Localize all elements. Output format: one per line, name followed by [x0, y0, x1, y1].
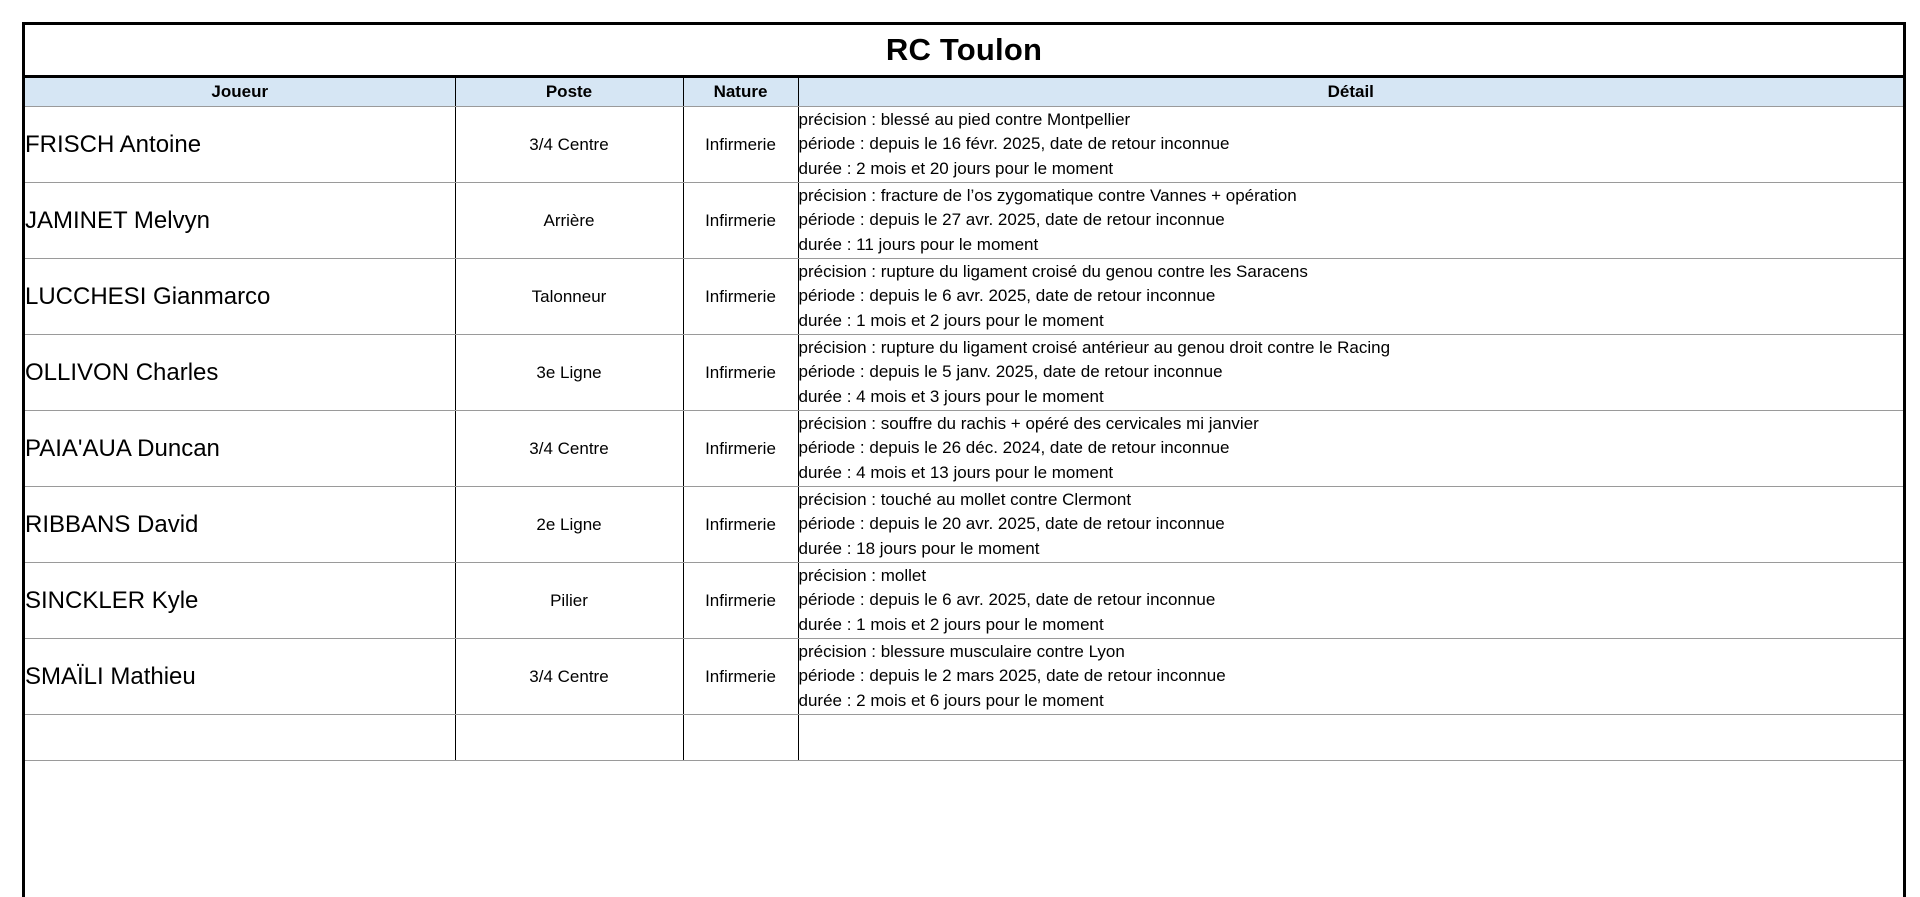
cell-joueur: OLLIVON Charles: [25, 334, 456, 411]
cell-detail: précision : fracture de l’os zygomatique…: [798, 182, 1903, 259]
cell-nature: [683, 714, 799, 761]
injury-table: RC Toulon Joueur Poste Nature Détail FRI…: [25, 25, 1903, 761]
table-row[interactable]: RIBBANS David 2e Ligne Infirmerie précis…: [25, 486, 1903, 563]
cell-joueur: SMAÏLI Mathieu: [25, 638, 456, 715]
detail-duree: durée : 1 mois et 2 jours pour le moment: [798, 614, 1104, 634]
column-header-poste[interactable]: Poste: [455, 76, 684, 107]
column-header-nature[interactable]: Nature: [683, 76, 799, 107]
cell-joueur: SINCKLER Kyle: [25, 562, 456, 639]
detail-periode: période : depuis le 26 déc. 2024, date d…: [798, 438, 1230, 458]
cell-nature: Infirmerie: [683, 410, 799, 487]
detail-periode: période : depuis le 5 janv. 2025, date d…: [798, 362, 1223, 382]
page-title: RC Toulon: [25, 25, 1903, 78]
cell-joueur: RIBBANS David: [25, 486, 456, 563]
cell-poste: 3/4 Centre: [455, 106, 684, 183]
cell-joueur: JAMINET Melvyn: [25, 182, 456, 259]
injury-table-body: RC Toulon Joueur Poste Nature Détail FRI…: [25, 25, 1903, 761]
cell-detail: précision : souffre du rachis + opéré de…: [798, 410, 1903, 487]
injury-table-frame: RC Toulon Joueur Poste Nature Détail FRI…: [22, 22, 1906, 897]
table-row[interactable]: FRISCH Antoine 3/4 Centre Infirmerie pré…: [25, 106, 1903, 183]
detail-periode: période : depuis le 6 avr. 2025, date de…: [798, 590, 1216, 610]
cell-nature: Infirmerie: [683, 106, 799, 183]
detail-duree: durée : 11 jours pour le moment: [798, 234, 1039, 254]
detail-periode: période : depuis le 16 févr. 2025, date …: [798, 134, 1230, 154]
cell-poste: 2e Ligne: [455, 486, 684, 563]
detail-duree: durée : 18 jours pour le moment: [798, 538, 1040, 558]
cell-nature: Infirmerie: [683, 258, 799, 335]
cell-detail: [798, 714, 1903, 761]
cell-poste: Pilier: [455, 562, 684, 639]
cell-detail: précision : rupture du ligament croisé a…: [798, 334, 1903, 411]
cell-poste: 3/4 Centre: [455, 638, 684, 715]
cell-joueur: LUCCHESI Gianmarco: [25, 258, 456, 335]
detail-duree: durée : 4 mois et 13 jours pour le momen…: [798, 462, 1114, 482]
detail-precision: précision : blessure musculaire contre L…: [798, 642, 1125, 662]
cell-poste: 3/4 Centre: [455, 410, 684, 487]
cell-poste: [455, 714, 684, 761]
table-row[interactable]: SINCKLER Kyle Pilier Infirmerie précisio…: [25, 562, 1903, 639]
detail-precision: précision : mollet: [798, 566, 927, 586]
detail-periode: période : depuis le 27 avr. 2025, date d…: [798, 210, 1225, 230]
cell-joueur: PAIA'AUA Duncan: [25, 410, 456, 487]
detail-periode: période : depuis le 20 avr. 2025, date d…: [798, 514, 1225, 534]
cell-poste: 3e Ligne: [455, 334, 684, 411]
cell-nature: Infirmerie: [683, 334, 799, 411]
cell-poste: Arrière: [455, 182, 684, 259]
detail-precision: précision : rupture du ligament croisé a…: [798, 338, 1391, 358]
cell-nature: Infirmerie: [683, 638, 799, 715]
table-row[interactable]: OLLIVON Charles 3e Ligne Infirmerie préc…: [25, 334, 1903, 411]
cell-detail: précision : rupture du ligament croisé d…: [798, 258, 1903, 335]
table-row[interactable]: LUCCHESI Gianmarco Talonneur Infirmerie …: [25, 258, 1903, 335]
cell-joueur: [25, 714, 456, 761]
detail-duree: durée : 4 mois et 3 jours pour le moment: [798, 386, 1104, 406]
column-header-joueur[interactable]: Joueur: [25, 76, 456, 107]
cell-detail: précision : mollet période : depuis le 6…: [798, 562, 1903, 639]
detail-duree: durée : 2 mois et 6 jours pour le moment: [798, 690, 1104, 710]
table-row[interactable]: PAIA'AUA Duncan 3/4 Centre Infirmerie pr…: [25, 410, 1903, 487]
cell-detail: précision : blessure musculaire contre L…: [798, 638, 1903, 715]
table-row[interactable]: SMAÏLI Mathieu 3/4 Centre Infirmerie pré…: [25, 638, 1903, 715]
column-header-detail[interactable]: Détail: [798, 76, 1903, 107]
cell-joueur: FRISCH Antoine: [25, 106, 456, 183]
detail-precision: précision : blessé au pied contre Montpe…: [798, 110, 1131, 130]
cell-detail: précision : touché au mollet contre Cler…: [798, 486, 1903, 563]
table-row[interactable]: JAMINET Melvyn Arrière Infirmerie précis…: [25, 182, 1903, 259]
detail-precision: précision : souffre du rachis + opéré de…: [798, 414, 1259, 434]
cell-nature: Infirmerie: [683, 486, 799, 563]
cell-detail: précision : blessé au pied contre Montpe…: [798, 106, 1903, 183]
cell-nature: Infirmerie: [683, 562, 799, 639]
detail-precision: précision : fracture de l’os zygomatique…: [798, 186, 1297, 206]
table-title-row: RC Toulon: [25, 25, 1903, 78]
table-row-empty[interactable]: [25, 714, 1903, 761]
detail-duree: durée : 2 mois et 20 jours pour le momen…: [798, 158, 1114, 178]
detail-precision: précision : touché au mollet contre Cler…: [798, 490, 1132, 510]
detail-duree: durée : 1 mois et 2 jours pour le moment: [798, 310, 1104, 330]
table-header-row: Joueur Poste Nature Détail: [25, 76, 1903, 107]
cell-nature: Infirmerie: [683, 182, 799, 259]
detail-precision: précision : rupture du ligament croisé d…: [798, 262, 1308, 282]
detail-periode: période : depuis le 2 mars 2025, date de…: [798, 666, 1226, 686]
detail-periode: période : depuis le 6 avr. 2025, date de…: [798, 286, 1216, 306]
cell-poste: Talonneur: [455, 258, 684, 335]
